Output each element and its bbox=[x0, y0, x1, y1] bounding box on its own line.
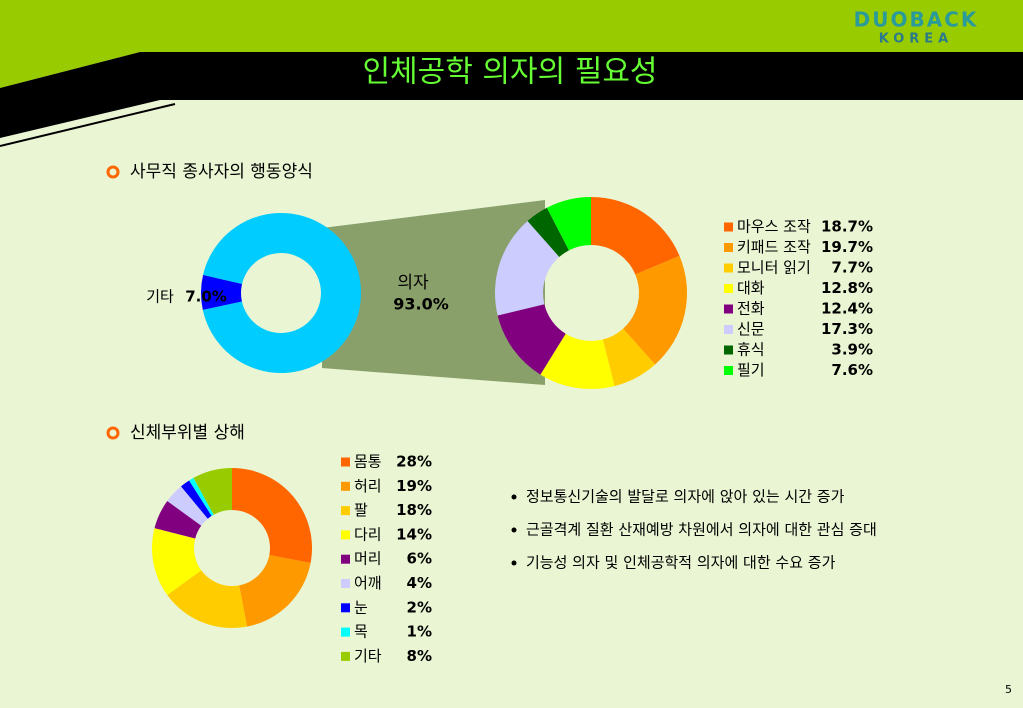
value-label: 8% bbox=[407, 647, 432, 665]
slide-title: 인체공학 의자의 필요성 bbox=[362, 55, 657, 90]
legend-label: 허리 bbox=[354, 477, 382, 495]
logo-sub: KOREA bbox=[879, 32, 954, 47]
page-number: 5 bbox=[1005, 683, 1012, 696]
legend-label: 키패드 조작 bbox=[737, 238, 811, 256]
section-heading: 신체부위별 상해 bbox=[130, 423, 245, 443]
legend-label: 몸통 bbox=[354, 453, 382, 471]
donut-segment bbox=[193, 468, 232, 515]
bullet bbox=[511, 527, 517, 533]
legend-label: 신문 bbox=[737, 320, 765, 338]
value-label: 3.9% bbox=[831, 341, 873, 359]
donut-segment bbox=[181, 480, 212, 519]
value-label: 14% bbox=[396, 525, 432, 543]
value-label: 17.3% bbox=[821, 320, 873, 338]
legend-label: 다리 bbox=[354, 525, 382, 543]
legend-label: 마우스 조작 bbox=[737, 218, 811, 236]
bullet-text: 기능성 의자 및 인체공학적 의자에 대한 수요 증가 bbox=[526, 554, 836, 572]
legend-label: 전화 bbox=[737, 300, 765, 318]
legend-swatch bbox=[341, 627, 350, 637]
legend-label: 머리 bbox=[354, 550, 382, 568]
legend-swatch bbox=[341, 506, 350, 516]
donut-segment bbox=[167, 486, 208, 526]
donut-segment bbox=[546, 197, 591, 251]
bullet bbox=[511, 560, 517, 566]
legend-swatch bbox=[341, 530, 350, 540]
donut-segment bbox=[623, 255, 688, 365]
section-heading: 사무직 종사자의 행동양식 bbox=[130, 162, 313, 182]
section-icon bbox=[106, 426, 120, 440]
legend-label: 목 bbox=[354, 623, 368, 641]
title-band bbox=[0, 52, 1023, 138]
donut-segment bbox=[201, 275, 243, 310]
legend-swatch bbox=[724, 222, 733, 232]
legend-label: 휴식 bbox=[737, 341, 765, 359]
value-label: 7.7% bbox=[831, 259, 873, 277]
donut-segment bbox=[527, 207, 569, 257]
legend-swatch bbox=[341, 554, 350, 564]
legend-label: 필기 bbox=[737, 361, 765, 379]
legend-label: 대화 bbox=[737, 279, 765, 297]
legend-swatch bbox=[341, 603, 350, 613]
section-icon bbox=[106, 165, 120, 179]
decor-line bbox=[0, 103, 176, 147]
legend-swatch bbox=[724, 304, 733, 314]
legend-swatch bbox=[724, 284, 733, 293]
donut-segment bbox=[239, 555, 311, 627]
legend-label: 팔 bbox=[354, 501, 368, 519]
legend-swatch bbox=[724, 345, 733, 355]
value-label: 12.4% bbox=[821, 300, 873, 318]
bullet-text: 근골격계 질환 산재예방 차원에서 의자에 대한 관심 증대 bbox=[526, 521, 877, 539]
donut-segment bbox=[167, 570, 247, 629]
category-label: 기타 bbox=[146, 288, 174, 306]
legend-swatch bbox=[341, 651, 350, 661]
donut-segment bbox=[189, 477, 214, 516]
top-band bbox=[0, 0, 1023, 52]
value-label: 7.0% bbox=[185, 288, 227, 306]
donut-segment bbox=[154, 500, 202, 539]
donut-segment bbox=[232, 468, 313, 563]
legend-label: 기타 bbox=[354, 647, 382, 665]
value-label: 19% bbox=[396, 477, 432, 495]
legend-swatch bbox=[341, 481, 350, 491]
value-label: 93.0% bbox=[393, 295, 449, 314]
value-label: 4% bbox=[407, 574, 432, 592]
value-label: 12.8% bbox=[821, 279, 873, 297]
category-label: 의자 bbox=[397, 273, 429, 293]
bullet-text: 정보통신기술의 발달로 의자에 앉아 있는 시간 증가 bbox=[526, 488, 845, 506]
value-label: 2% bbox=[407, 598, 432, 616]
connector bbox=[322, 200, 545, 385]
donut-segment bbox=[152, 528, 202, 596]
donut-segment bbox=[591, 197, 680, 275]
value-label: 7.6% bbox=[831, 361, 873, 379]
legend-label: 어깨 bbox=[354, 574, 382, 592]
bullet bbox=[511, 494, 517, 500]
donut-segment bbox=[540, 333, 615, 389]
legend-label: 눈 bbox=[354, 598, 368, 616]
legend-swatch bbox=[341, 457, 350, 467]
value-label: 18% bbox=[396, 501, 432, 519]
donut-segment bbox=[202, 213, 362, 373]
legend-swatch bbox=[724, 325, 733, 334]
donut-segment bbox=[497, 304, 566, 375]
legend-swatch bbox=[341, 579, 350, 588]
legend-swatch bbox=[724, 263, 733, 273]
donut-segment bbox=[602, 328, 656, 387]
value-label: 19.7% bbox=[821, 238, 873, 256]
value-label: 1% bbox=[407, 623, 432, 641]
legend-swatch bbox=[724, 243, 733, 252]
value-label: 28% bbox=[396, 453, 432, 471]
value-label: 6% bbox=[407, 550, 432, 568]
legend-label: 모니터 읽기 bbox=[737, 259, 811, 277]
value-label: 18.7% bbox=[821, 218, 873, 236]
donut-segment bbox=[495, 220, 560, 316]
legend-swatch bbox=[724, 366, 733, 375]
logo: DUOBACK bbox=[854, 8, 979, 32]
